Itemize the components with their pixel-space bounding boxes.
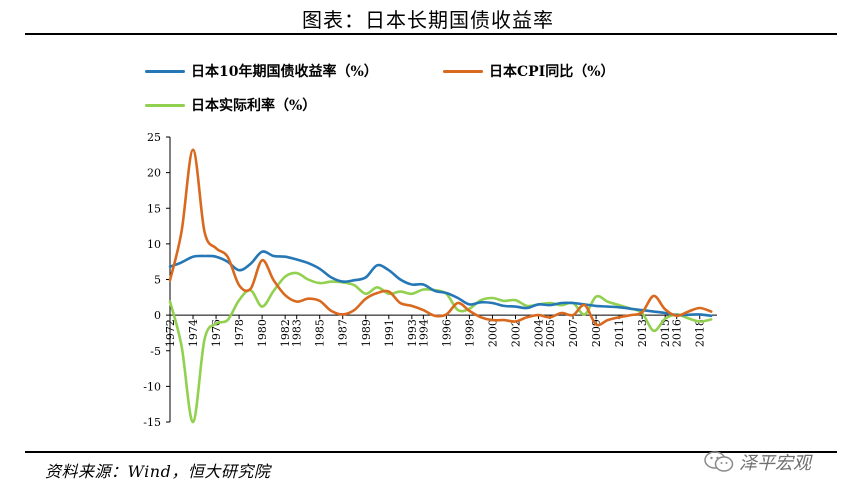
y-tick-label: -5 bbox=[150, 345, 161, 358]
series-line-cpi bbox=[168, 148, 713, 327]
watermark-label: 泽平宏观 bbox=[739, 453, 811, 474]
x-tick-label: 1991 bbox=[383, 319, 396, 347]
footer-divider bbox=[25, 451, 837, 453]
x-tick-label: 2009 bbox=[590, 319, 603, 347]
y-tick-label: 25 bbox=[147, 131, 161, 144]
legend-swatch-jgb-10y bbox=[145, 69, 185, 73]
series-line-jgb-10y bbox=[168, 250, 713, 318]
title-divider bbox=[25, 33, 837, 35]
x-tick-label: 2000 bbox=[486, 319, 499, 347]
x-tick-label: 2018 bbox=[694, 319, 707, 347]
x-tick-label: 2005 bbox=[544, 319, 557, 347]
x-tick-label: 1972 bbox=[164, 319, 177, 347]
x-tick-label: 1989 bbox=[360, 319, 373, 347]
x-tick-label: 1985 bbox=[314, 319, 327, 347]
x-tick-label: 2013 bbox=[636, 319, 649, 347]
page-title: 图表：日本长期国债收益率 bbox=[302, 8, 554, 32]
legend-label-real-rate: 日本实际利率（%） bbox=[191, 98, 317, 114]
y-tick-label: -10 bbox=[143, 380, 161, 393]
source-note: 资料来源：Wind，恒大研究院 bbox=[45, 462, 271, 481]
x-tick-label: 1978 bbox=[233, 319, 246, 347]
x-tick-label: 1994 bbox=[417, 319, 430, 347]
legend-item-jgb-10y: 日本10年期国债收益率（%） bbox=[145, 62, 378, 80]
x-tick-label: 1982 bbox=[279, 319, 292, 347]
x-tick-label: 1980 bbox=[256, 319, 269, 347]
x-tick-label: 2004 bbox=[533, 319, 546, 347]
x-tick-label: 2016 bbox=[671, 319, 684, 347]
legend-label-jgb-10y: 日本10年期国债收益率（%） bbox=[191, 64, 378, 80]
y-tick-label: -15 bbox=[143, 416, 161, 429]
y-tick-label: 20 bbox=[147, 167, 161, 180]
x-tick-label: 1998 bbox=[463, 319, 476, 347]
legend-swatch-cpi bbox=[443, 69, 483, 73]
y-tick-label: 5 bbox=[154, 274, 161, 287]
x-tick-label: 1987 bbox=[337, 319, 350, 347]
y-tick-label: 15 bbox=[147, 202, 161, 215]
x-tick-label: 1974 bbox=[187, 319, 200, 347]
legend-swatch-real-rate bbox=[145, 103, 185, 107]
legend-item-real-rate: 日本实际利率（%） bbox=[145, 96, 316, 114]
x-tick-label: 2002 bbox=[509, 319, 522, 347]
y-tick-label: 10 bbox=[147, 238, 161, 251]
x-tick-label: 1993 bbox=[406, 319, 419, 347]
wechat-icon bbox=[704, 451, 734, 472]
x-tick-label: 2015 bbox=[659, 319, 672, 347]
x-tick-label: 2011 bbox=[613, 319, 626, 347]
x-tick-label: 2007 bbox=[567, 319, 580, 347]
y-tick-label: 0 bbox=[154, 309, 161, 322]
x-tick-label: 1996 bbox=[440, 319, 453, 347]
x-tick-label: 1983 bbox=[291, 319, 304, 347]
legend-item-cpi: 日本CPI同比（%） bbox=[443, 62, 615, 80]
legend-label-cpi: 日本CPI同比（%） bbox=[489, 64, 615, 80]
watermark: 泽平宏观 bbox=[703, 449, 811, 475]
